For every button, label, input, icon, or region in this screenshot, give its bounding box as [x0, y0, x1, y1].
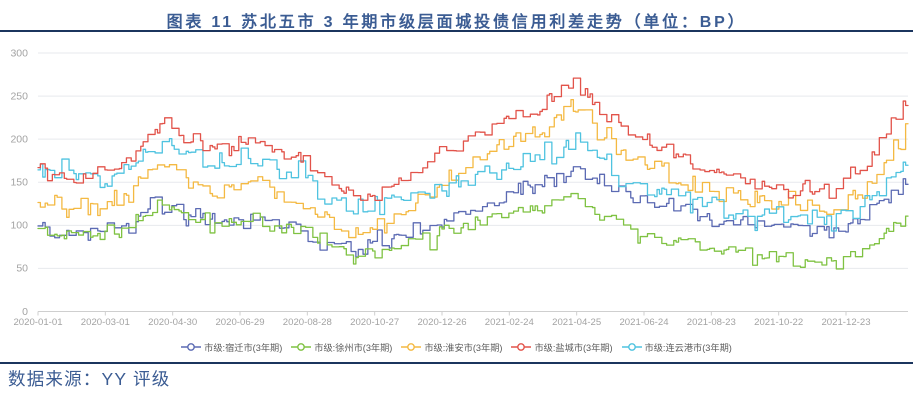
- svg-text:2021-04-25: 2021-04-25: [552, 317, 601, 328]
- svg-text:2020-06-29: 2020-06-29: [215, 317, 264, 328]
- svg-text:200: 200: [10, 133, 28, 145]
- svg-text:50: 50: [16, 263, 28, 275]
- svg-text:250: 250: [10, 90, 28, 102]
- svg-text:2021-06-24: 2021-06-24: [619, 317, 669, 328]
- svg-text:2021-12-23: 2021-12-23: [821, 317, 870, 328]
- svg-text:2020-10-27: 2020-10-27: [350, 317, 399, 328]
- svg-text:0: 0: [22, 306, 28, 318]
- svg-text:2020-04-30: 2020-04-30: [148, 317, 197, 328]
- svg-text:100: 100: [10, 220, 28, 232]
- svg-text:2021-08-23: 2021-08-23: [687, 317, 736, 328]
- svg-text:2020-12-26: 2020-12-26: [417, 317, 466, 328]
- svg-text:2021-02-24: 2021-02-24: [485, 317, 535, 328]
- svg-text:300: 300: [10, 47, 28, 59]
- svg-text:150: 150: [10, 177, 28, 189]
- svg-text:2020-03-01: 2020-03-01: [81, 317, 130, 328]
- svg-text:2020-01-01: 2020-01-01: [13, 317, 62, 328]
- svg-text:2021-10-22: 2021-10-22: [754, 317, 803, 328]
- svg-text:2020-08-28: 2020-08-28: [283, 317, 332, 328]
